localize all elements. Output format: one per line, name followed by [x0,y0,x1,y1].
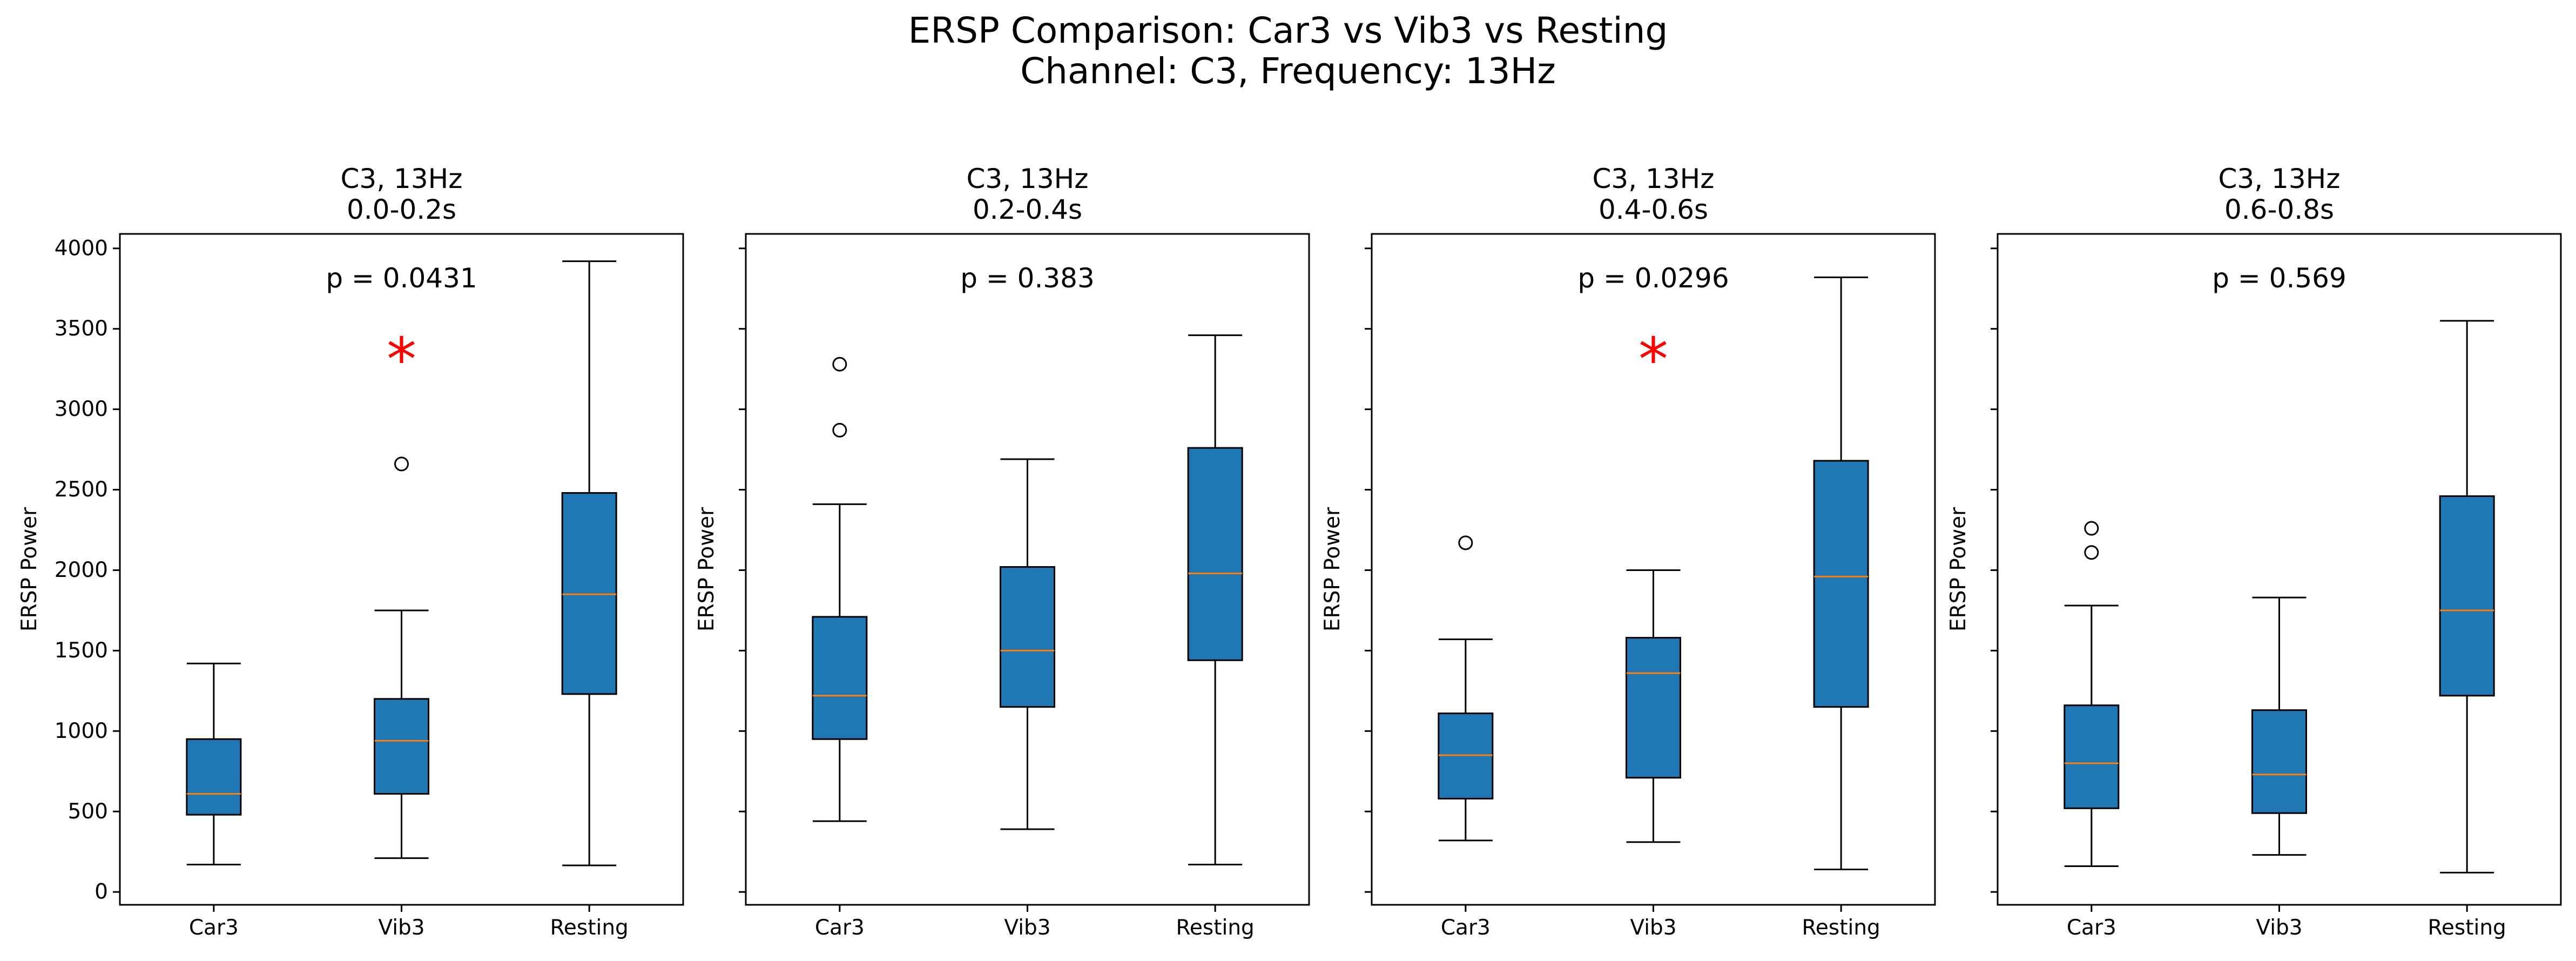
box-resting [1813,276,1869,870]
box-resting [561,260,617,866]
box-body [2439,495,2495,697]
y-axis-label: ERSP Power [694,507,719,631]
subplot-title-line2: 0.4-0.6s [1599,194,1708,225]
box-body [1626,637,1681,779]
outlier-point [832,357,847,372]
y-tick-label: 3000 [55,397,108,421]
outlier-point [1458,535,1473,550]
axes-frame [745,233,1310,906]
x-tick-label: Vib3 [2256,916,2302,940]
x-tick-label: Resting [550,916,629,940]
x-tick-label: Car3 [815,916,865,940]
x-tick-label: Resting [2428,916,2506,940]
p-value-label: p = 0.383 [960,263,1095,294]
p-value-label: p = 0.0431 [326,263,477,294]
y-axis-label: ERSP Power [1320,507,1345,631]
y-tick-label: 1500 [55,639,108,663]
box-vib3 [1000,458,1055,830]
box-car3 [812,357,868,822]
y-tick-label: 1000 [55,719,108,743]
y-tick-label: 500 [68,799,108,824]
subplot-title-line1: C3, 13Hz [341,163,463,194]
significance-star: * [1638,325,1668,394]
outlier-point [2084,521,2099,536]
box-body [2251,709,2307,814]
subplot-title-line2: 0.2-0.4s [973,194,1082,225]
x-tick-label: Vib3 [378,916,424,940]
box-resting [2439,320,2495,873]
box-body [2064,704,2120,809]
box-vib3 [374,456,429,859]
p-value-label: p = 0.569 [2212,263,2346,294]
subplot-title-line1: C3, 13Hz [1593,163,1715,194]
figure-title-line2: Channel: C3, Frequency: 13Hz [1020,50,1556,92]
axes-frame [1997,233,2562,906]
x-tick-label: Resting [1802,916,1880,940]
box-body [1000,566,1055,708]
y-tick-label: 4000 [55,236,108,260]
subplot-title-line2: 0.0-0.2s [347,194,456,225]
box-resting [1187,334,1243,866]
axes-frame [119,233,684,906]
outlier-point [394,456,409,472]
box-vib3 [2251,596,2307,856]
box-car3 [1438,535,1494,842]
figure-title-line1: ERSP Comparison: Car3 vs Vib3 vs Resting [908,10,1668,51]
box-vib3 [1626,569,1681,843]
subplot-title-line2: 0.6-0.8s [2224,194,2334,225]
outlier-point [832,422,847,438]
box-body [812,616,868,740]
box-body [1813,460,1869,708]
x-tick-label: Vib3 [1630,916,1676,940]
x-tick-label: Car3 [2067,916,2116,940]
y-tick-label: 2500 [55,478,108,502]
subplot-panels: C3, 13Hz0.0-0.2s050010001500200025003000… [17,163,2562,940]
x-tick-label: Car3 [189,916,239,940]
y-tick-label: 2000 [55,558,108,582]
y-tick-label: 3500 [55,317,108,341]
y-tick-label: 0 [95,880,108,904]
subplot-title-line1: C3, 13Hz [967,163,1089,194]
x-tick-label: Resting [1176,916,1255,940]
axes-frame [1371,233,1936,906]
box-car3 [186,662,242,866]
box-body [1187,447,1243,661]
outlier-point [2084,545,2099,560]
box-body [186,738,242,816]
x-tick-label: Vib3 [1004,916,1050,940]
box-car3 [2064,521,2120,868]
x-tick-label: Car3 [1441,916,1491,940]
p-value-label: p = 0.0296 [1577,263,1729,294]
y-axis-label: ERSP Power [1946,507,1971,631]
box-body [374,698,429,795]
subplot-title-line1: C3, 13Hz [2218,163,2341,194]
y-axis-label: ERSP Power [17,507,42,631]
significance-star: * [387,325,416,394]
